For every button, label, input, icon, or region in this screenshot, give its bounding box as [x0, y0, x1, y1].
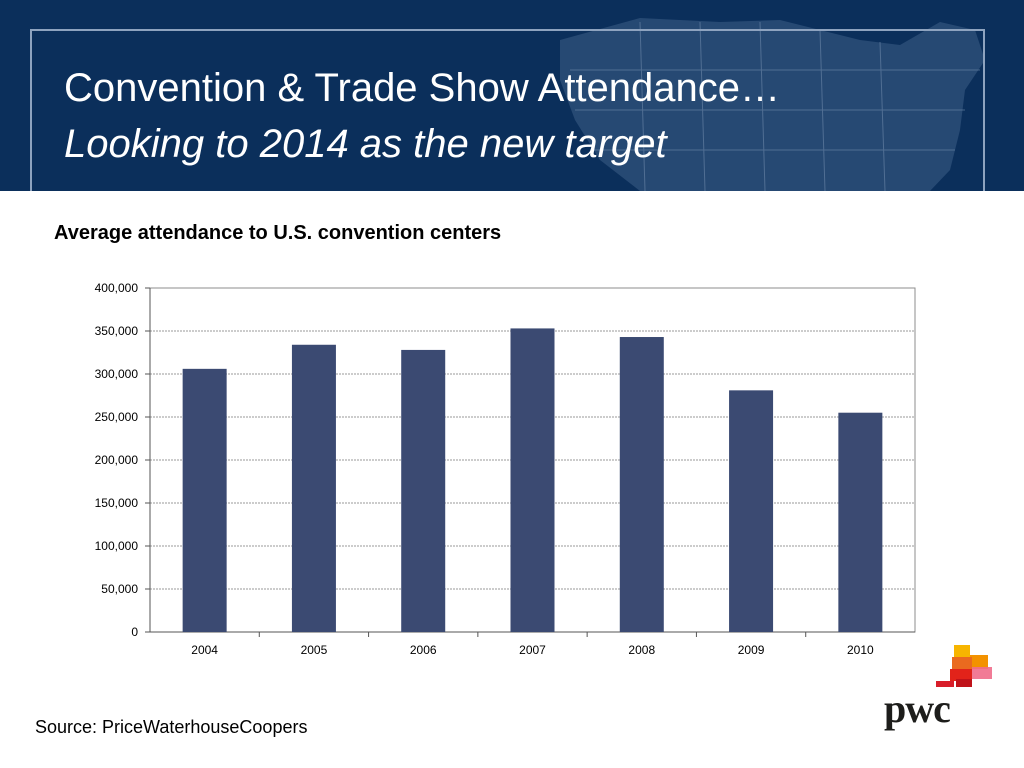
slide-header: Convention & Trade Show Attendance… Look… [0, 0, 1024, 191]
us-map-background-icon [560, 18, 985, 191]
y-tick-label: 300,000 [95, 367, 139, 381]
y-tick-label: 200,000 [95, 453, 139, 467]
bar [838, 412, 883, 632]
x-tick-label: 2010 [847, 643, 874, 657]
slide-subtitle: Looking to 2014 as the new target [64, 122, 667, 166]
bar [619, 337, 664, 632]
x-tick-label: 2008 [628, 643, 655, 657]
header-frame [30, 29, 985, 191]
x-tick-label: 2007 [519, 643, 546, 657]
bar [729, 390, 774, 632]
bar [510, 328, 555, 632]
bar [401, 349, 446, 632]
x-tick-label: 2009 [738, 643, 765, 657]
y-tick-label: 400,000 [95, 281, 139, 295]
bar-chart: 0 50,000 100,000 150,000 200,000 250,000 300,0… [95, 281, 916, 657]
y-tick-label: 350,000 [95, 324, 139, 338]
x-tick-label: 2006 [410, 643, 437, 657]
y-tick-label: 100,000 [95, 539, 139, 553]
pwc-logo-mark-icon [936, 645, 992, 687]
y-tick-label: 250,000 [95, 410, 139, 424]
source-note: Source: PriceWaterhouseCoopers [35, 717, 308, 737]
x-tick-label: 2004 [191, 643, 218, 657]
y-tick-label: 150,000 [95, 496, 139, 510]
y-tick-label: 50,000 [101, 582, 138, 596]
chart-title: Average attendance to U.S. convention ce… [54, 222, 502, 244]
pwc-logo: pwc [882, 645, 994, 731]
y-tick-label: 0 [131, 625, 138, 639]
slide-title: Convention & Trade Show Attendance… [64, 66, 781, 110]
pwc-logo-text: pwc [884, 686, 951, 731]
x-tick-label: 2005 [301, 643, 328, 657]
bar [291, 344, 336, 632]
bar [182, 368, 227, 632]
